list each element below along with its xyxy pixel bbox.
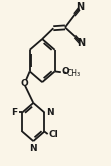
Text: N: N (29, 144, 37, 153)
Text: F: F (11, 108, 17, 117)
Text: CH₃: CH₃ (67, 69, 81, 78)
Text: Cl: Cl (48, 130, 58, 139)
Text: N: N (77, 38, 85, 48)
Text: N: N (46, 108, 54, 117)
Text: O: O (21, 79, 29, 87)
Text: O: O (61, 67, 69, 76)
Text: N: N (76, 2, 85, 12)
